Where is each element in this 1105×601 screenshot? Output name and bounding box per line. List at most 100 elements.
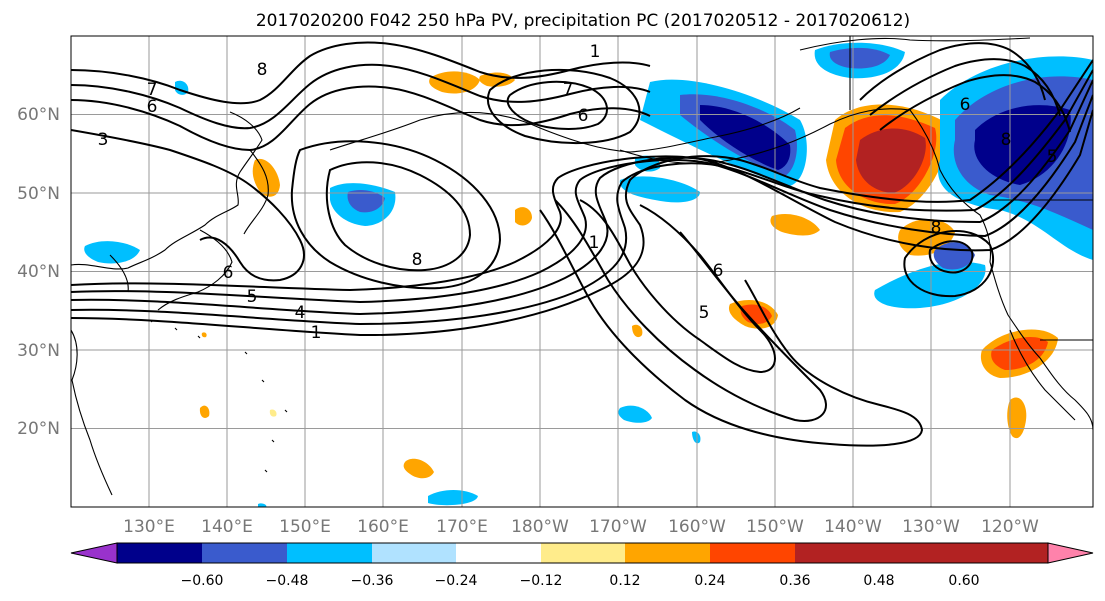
negative-anomaly-okhotsk-core xyxy=(347,190,385,213)
lat-labels: 20°N 30°N 40°N 50°N 60°N xyxy=(17,105,60,439)
positive-anomaly-central-pacific-core xyxy=(740,304,772,324)
lon-label-160w: 160°W xyxy=(668,517,726,537)
contour-label-8-east: 8 xyxy=(931,218,942,238)
pv-contour-16 xyxy=(539,209,924,447)
positive-anomaly-small-5 xyxy=(201,332,207,338)
contour-label-6-west: 6 xyxy=(147,97,158,117)
colorbar-extend-min xyxy=(70,542,118,564)
colorbar-tick-label: 0.24 xyxy=(694,573,725,589)
lon-label-140e: 140°E xyxy=(201,517,253,537)
contour-label-7-west: 7 xyxy=(147,80,158,100)
colorbar-bin xyxy=(625,543,710,563)
lat-label-30n: 30°N xyxy=(17,341,60,361)
colorbar-frame xyxy=(116,542,1049,564)
figure-title: 2017020200 F042 250 hPa PV, precipitatio… xyxy=(256,11,910,31)
positive-anomaly-mexico xyxy=(1007,397,1027,439)
positive-anomaly-baja-core xyxy=(991,336,1048,370)
coastline-baja xyxy=(1009,329,1076,421)
colorbar-bin xyxy=(202,543,287,563)
coastline-alaska-west xyxy=(329,107,801,153)
contour-label-5-ne: 5 xyxy=(1047,147,1058,167)
coastline-canada-north xyxy=(799,37,1031,51)
lat-label-40n: 40°N xyxy=(17,262,60,282)
contour-label-5: 5 xyxy=(247,287,258,307)
colorbar-tick-label: 0.48 xyxy=(863,573,894,589)
pv-contour-20 xyxy=(869,58,1061,117)
colorbar-bin xyxy=(710,543,795,563)
negative-anomaly-small-4 xyxy=(258,503,267,507)
colorbar-bin xyxy=(456,543,541,563)
negative-anomaly-canada-max xyxy=(974,105,1071,185)
contour-label-6-ne: 6 xyxy=(960,95,971,115)
coastline-asia xyxy=(71,111,263,270)
pv-contour-4 xyxy=(71,94,1093,304)
coastline-china xyxy=(71,329,113,496)
lon-label-130e: 130°E xyxy=(123,517,175,537)
pv-contour-9 xyxy=(71,85,651,152)
negative-anomaly-california xyxy=(874,261,986,309)
coastline-bc xyxy=(909,109,992,263)
lon-label-170e: 170°E xyxy=(436,517,488,537)
negative-anomaly-japan xyxy=(84,241,140,264)
graticule xyxy=(71,36,1093,507)
colorbar-tick-label: −0.36 xyxy=(351,573,394,589)
pv-contour-2 xyxy=(71,69,1093,326)
pv-contour-21 xyxy=(879,74,1071,133)
pv-contour-1 xyxy=(71,59,1093,337)
positive-anomaly-small-1 xyxy=(632,324,643,338)
contour-label-6-japan: 6 xyxy=(223,263,234,283)
pv-contour-6 xyxy=(71,129,305,282)
negative-anomaly-small-1 xyxy=(618,405,652,423)
lon-label-160e: 160°E xyxy=(357,517,409,537)
contour-label-3-west: 3 xyxy=(98,130,109,150)
lon-label-150w: 150°W xyxy=(746,517,804,537)
negative-anomaly-small-2 xyxy=(428,490,478,506)
colorbar-tick-label: 0.60 xyxy=(948,573,979,589)
contour-label-1-top: 1 xyxy=(590,42,601,62)
lon-label-130w: 130°W xyxy=(902,517,960,537)
contour-label-8-nw: 8 xyxy=(257,60,268,80)
contour-label-1-jet: 1 xyxy=(311,323,322,343)
negative-anomaly-north-pacific xyxy=(619,176,700,203)
contour-label-8-center: 8 xyxy=(412,250,423,270)
colorbar-bin xyxy=(541,543,625,563)
pv-contour-11 xyxy=(290,140,502,290)
pv-contour-12 xyxy=(506,80,608,130)
pv-contour-13 xyxy=(487,68,641,145)
lat-label-50n: 50°N xyxy=(17,184,60,204)
pv-contour-8 xyxy=(71,63,651,130)
lat-label-20n: 20°N xyxy=(17,419,60,439)
map-frame xyxy=(70,35,1094,508)
contour-label-1-trough: 1 xyxy=(589,233,600,253)
contour-labels: 1 7 6 8 7 6 3 8 6 5 4 1 1 6 5 8 6 8 5 xyxy=(98,42,1058,343)
colorbar: −0.60 −0.48 −0.36 −0.24 −0.12 0.12 0.24 … xyxy=(70,542,1094,589)
coastline-kamchatka xyxy=(243,149,269,235)
map-panel: 1 7 6 8 7 6 3 8 6 5 4 1 1 6 5 8 6 8 5 xyxy=(70,35,1094,508)
colorbar-tick-labels: −0.60 −0.48 −0.36 −0.24 −0.12 0.12 0.24 … xyxy=(181,573,980,589)
pv-contours xyxy=(71,41,1093,447)
negative-anomaly-small-3 xyxy=(692,431,701,444)
colorbar-last-bin xyxy=(879,543,964,563)
colorbar-bin xyxy=(117,543,202,563)
pv-contour-10 xyxy=(325,161,472,272)
lat-label-60n: 60°N xyxy=(17,105,60,125)
colorbar-tick-label: −0.24 xyxy=(435,573,478,589)
contour-label-4: 4 xyxy=(295,303,306,323)
coastlines xyxy=(71,36,1093,496)
pv-contour-15 xyxy=(554,199,827,422)
colorbar-extend-max xyxy=(1047,542,1094,564)
pv-contour-3 xyxy=(71,79,1093,316)
positive-anomaly-small-3 xyxy=(269,409,277,417)
coastline-korea xyxy=(109,254,129,293)
colorbar-tick-label: −0.12 xyxy=(520,573,563,589)
positive-anomaly-gulf-small xyxy=(770,213,820,236)
colorbar-tick-label: 0.12 xyxy=(609,573,640,589)
coastline-alaska-south xyxy=(619,108,911,164)
coastline-japan xyxy=(157,229,233,311)
contour-label-8-ne: 8 xyxy=(1001,130,1012,150)
positive-anomaly-aleutian-2 xyxy=(479,72,515,87)
colorbar-tick-label: −0.60 xyxy=(181,573,224,589)
negative-anomaly-bering-max xyxy=(700,105,791,170)
coastline-us-west xyxy=(989,261,1093,431)
